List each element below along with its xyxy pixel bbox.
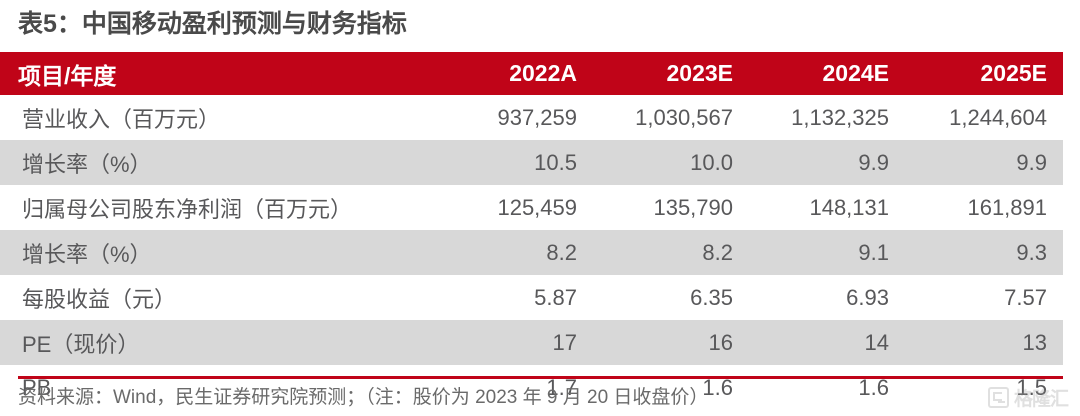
table-row: 营业收入（百万元） 937,259 1,030,567 1,132,325 1,… bbox=[0, 95, 1063, 140]
row-value: 1,030,567 bbox=[635, 104, 733, 130]
row-label: PE（现价） bbox=[0, 320, 437, 365]
table-body: 营业收入（百万元） 937,259 1,030,567 1,132,325 1,… bbox=[0, 95, 1063, 410]
row-value: 1,132,325 bbox=[791, 104, 889, 130]
row-value: 8.2 bbox=[593, 230, 749, 275]
row-value: 10.5 bbox=[437, 140, 593, 185]
column-header-2023e: 2023E bbox=[593, 52, 749, 95]
row-value: 17 bbox=[437, 320, 593, 365]
table-bottom-rule bbox=[18, 376, 1063, 379]
table-row: 增长率（%） 10.5 10.0 9.9 9.9 bbox=[0, 140, 1063, 185]
column-header-2022a: 2022A bbox=[437, 52, 593, 95]
table-header: 项目/年度 2022A 2023E 2024E 2025E bbox=[0, 52, 1063, 95]
row-value: 9.3 bbox=[905, 230, 1063, 275]
gelonghui-logo-icon bbox=[987, 387, 1009, 408]
row-value: 5.87 bbox=[534, 284, 577, 310]
row-label: 增长率（%） bbox=[0, 230, 437, 275]
row-value: 6.35 bbox=[690, 284, 733, 310]
row-value: 14 bbox=[749, 320, 905, 365]
table-row: 每股收益（元） 5.87 6.35 6.93 7.57 bbox=[0, 275, 1063, 320]
row-value: 125,459 bbox=[497, 194, 577, 220]
column-header-2025e: 2025E bbox=[905, 52, 1063, 95]
column-header-label: 项目/年度 bbox=[0, 52, 437, 95]
financial-forecast-table: 项目/年度 2022A 2023E 2024E 2025E 营业收入（百万元） … bbox=[0, 52, 1063, 410]
row-label: 归属母公司股东净利润（百万元） bbox=[22, 196, 353, 222]
row-value: 161,891 bbox=[967, 194, 1047, 220]
table-row: 归属母公司股东净利润（百万元） 125,459 135,790 148,131 … bbox=[0, 185, 1063, 230]
row-value: 9.9 bbox=[905, 140, 1063, 185]
row-value: 9.1 bbox=[749, 230, 905, 275]
row-value: 13 bbox=[905, 320, 1063, 365]
row-value: 9.9 bbox=[749, 140, 905, 185]
watermark-label: 格隆汇 bbox=[1013, 389, 1069, 410]
source-note: 资料来源：Wind，民生证券研究院预测；（注：股价为 2023 年 9 月 20… bbox=[18, 387, 709, 408]
table-row: PE（现价） 17 16 14 13 bbox=[0, 320, 1063, 365]
row-label: 每股收益（元） bbox=[22, 286, 177, 312]
row-value: 10.0 bbox=[593, 140, 749, 185]
row-label: 增长率（%） bbox=[0, 140, 437, 185]
table-row: 增长率（%） 8.2 8.2 9.1 9.3 bbox=[0, 230, 1063, 275]
row-value: 937,259 bbox=[497, 104, 577, 130]
row-value: 1,244,604 bbox=[949, 104, 1047, 130]
row-value: 1.6 bbox=[858, 374, 889, 400]
row-value: 6.93 bbox=[846, 284, 889, 310]
row-label: 营业收入（百万元） bbox=[22, 106, 221, 132]
page-title: 表5：中国移动盈利预测与财务指标 bbox=[18, 10, 407, 38]
watermark: 格隆汇 bbox=[987, 384, 1069, 411]
column-header-2024e: 2024E bbox=[749, 52, 905, 95]
row-value: 16 bbox=[593, 320, 749, 365]
row-value: 7.57 bbox=[1004, 284, 1047, 310]
row-value: 135,790 bbox=[653, 194, 733, 220]
row-value: 8.2 bbox=[437, 230, 593, 275]
row-value: 148,131 bbox=[809, 194, 889, 220]
table-header-row: 项目/年度 2022A 2023E 2024E 2025E bbox=[0, 52, 1063, 95]
